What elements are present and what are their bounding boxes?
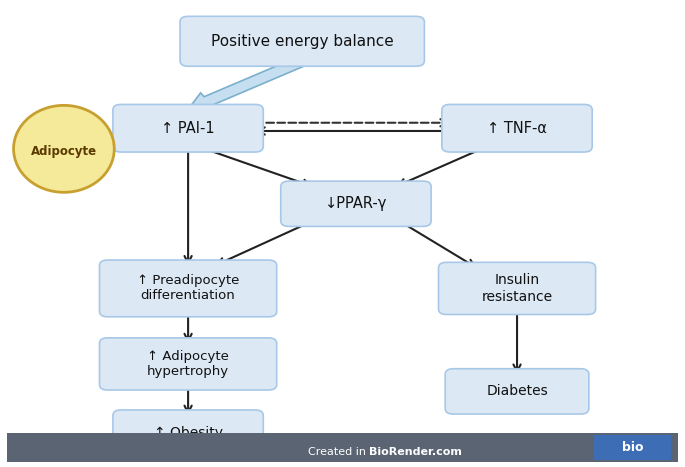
Text: Created in: Created in bbox=[308, 447, 369, 457]
Text: Adipocyte: Adipocyte bbox=[31, 145, 97, 158]
FancyBboxPatch shape bbox=[180, 16, 425, 66]
Text: Diabetes: Diabetes bbox=[486, 384, 548, 398]
Text: Insulin
resistance: Insulin resistance bbox=[482, 273, 553, 304]
Text: ↑ Adipocyte
hypertrophy: ↑ Adipocyte hypertrophy bbox=[147, 350, 229, 378]
Ellipse shape bbox=[14, 106, 114, 192]
Text: BioRender.com: BioRender.com bbox=[369, 447, 462, 457]
FancyBboxPatch shape bbox=[113, 410, 263, 455]
Bar bbox=[7, 432, 678, 462]
FancyBboxPatch shape bbox=[99, 260, 277, 317]
FancyBboxPatch shape bbox=[113, 105, 263, 152]
Text: ↑ Preadipocyte
differentiation: ↑ Preadipocyte differentiation bbox=[137, 275, 239, 303]
FancyArrow shape bbox=[188, 57, 306, 109]
FancyBboxPatch shape bbox=[445, 369, 589, 414]
FancyBboxPatch shape bbox=[438, 262, 595, 314]
Text: bio: bio bbox=[622, 441, 644, 454]
FancyBboxPatch shape bbox=[442, 105, 593, 152]
FancyBboxPatch shape bbox=[281, 181, 431, 226]
Bar bbox=[594, 435, 671, 460]
FancyBboxPatch shape bbox=[99, 338, 277, 390]
Text: Positive energy balance: Positive energy balance bbox=[211, 34, 394, 49]
Text: ↓PPAR-γ: ↓PPAR-γ bbox=[325, 196, 387, 211]
Text: ↑ PAI-1: ↑ PAI-1 bbox=[161, 121, 215, 136]
Text: ↑ Obesity: ↑ Obesity bbox=[153, 425, 223, 439]
Text: ↑ TNF-α: ↑ TNF-α bbox=[487, 121, 547, 136]
